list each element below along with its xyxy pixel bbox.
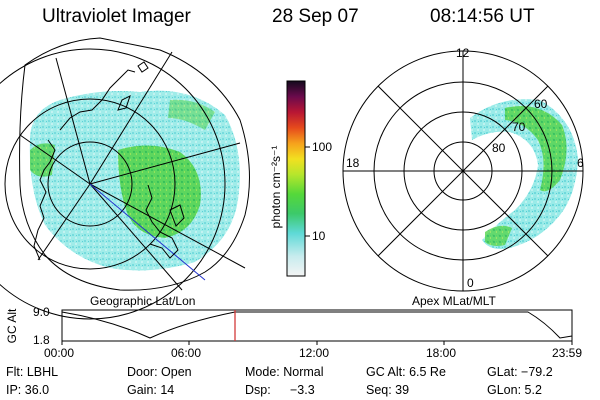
aurora-emission-green — [118, 145, 201, 238]
apex-map — [342, 50, 584, 292]
mlt-label-bottom: 0 — [467, 276, 474, 290]
altitude-curve — [61, 311, 573, 339]
dsp-label: Dsp: — [245, 383, 271, 397]
mode-info: Mode: Normal — [245, 365, 324, 379]
time-tick-2359: 23:59 — [552, 346, 583, 360]
gain-info: Gain: 14 — [127, 383, 175, 397]
dsp-value: −3.3 — [290, 383, 315, 397]
mlat-label-70: 70 — [512, 120, 526, 134]
seq-info: Seq: 39 — [366, 383, 410, 397]
colorbar-unit-label: photon cm⁻²s⁻¹ — [269, 145, 283, 229]
auroral-oval-green — [505, 106, 567, 192]
altitude-ylabel: GC Alt — [5, 308, 19, 344]
colorbar-tick-10: 10 — [312, 229, 326, 243]
mlat-label-60: 60 — [534, 97, 548, 111]
glon-info: GLon: 5.2 — [487, 383, 542, 397]
filter-info: Flt: LBHL — [6, 365, 59, 379]
instrument-title: Ultraviolet Imager — [42, 6, 191, 27]
date-label: 28 Sep 07 — [272, 6, 359, 27]
apex-map-label: Apex MLat/MLT — [412, 294, 496, 308]
gc-alt-info: GC Alt: 6.5 Re — [366, 365, 446, 379]
colorbar — [286, 80, 310, 277]
geographic-map-label: Geographic Lat/Lon — [90, 294, 196, 308]
time-label: 08:14:56 UT — [430, 6, 535, 27]
mlt-label-top: 12 — [456, 46, 470, 60]
time-tick-0600: 06:00 — [171, 346, 202, 360]
colorbar-tick-100: 100 — [312, 140, 333, 154]
mlt-label-left: 18 — [346, 156, 360, 170]
altitude-ytick-high: 9.0 — [33, 305, 50, 319]
altitude-plot — [61, 309, 573, 345]
geographic-map — [0, 37, 250, 320]
mlt-label-right: 6 — [577, 156, 584, 170]
mlat-label-80: 80 — [492, 141, 506, 155]
altitude-ytick-low: 1.8 — [33, 333, 50, 347]
time-tick-1200: 12:00 — [299, 346, 330, 360]
ip-info: IP: 36.0 — [6, 383, 50, 397]
door-info: Door: Open — [127, 365, 192, 379]
time-tick-0000: 00:00 — [44, 346, 75, 360]
time-tick-1800: 18:00 — [426, 346, 457, 360]
sun-direction-line — [89, 183, 206, 281]
glat-info: GLat: −79.2 — [487, 365, 553, 379]
